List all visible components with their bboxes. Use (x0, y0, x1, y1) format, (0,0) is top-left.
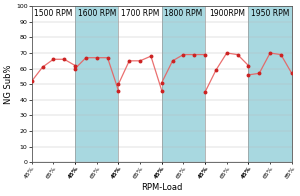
Text: 1800 RPM: 1800 RPM (164, 9, 202, 18)
Text: 1950 RPM: 1950 RPM (251, 9, 289, 18)
Bar (32, 6, 75, 162)
Y-axis label: NG Sub%: NG Sub% (4, 64, 13, 104)
Text: 1900RPM: 1900RPM (209, 9, 245, 18)
Bar (205, 6, 248, 162)
X-axis label: RPM-Load: RPM-Load (141, 183, 182, 192)
Text: 1600 RPM: 1600 RPM (77, 9, 116, 18)
Text: 1500 RPM: 1500 RPM (34, 9, 73, 18)
Bar (118, 6, 162, 162)
Text: 1700 RPM: 1700 RPM (121, 9, 159, 18)
